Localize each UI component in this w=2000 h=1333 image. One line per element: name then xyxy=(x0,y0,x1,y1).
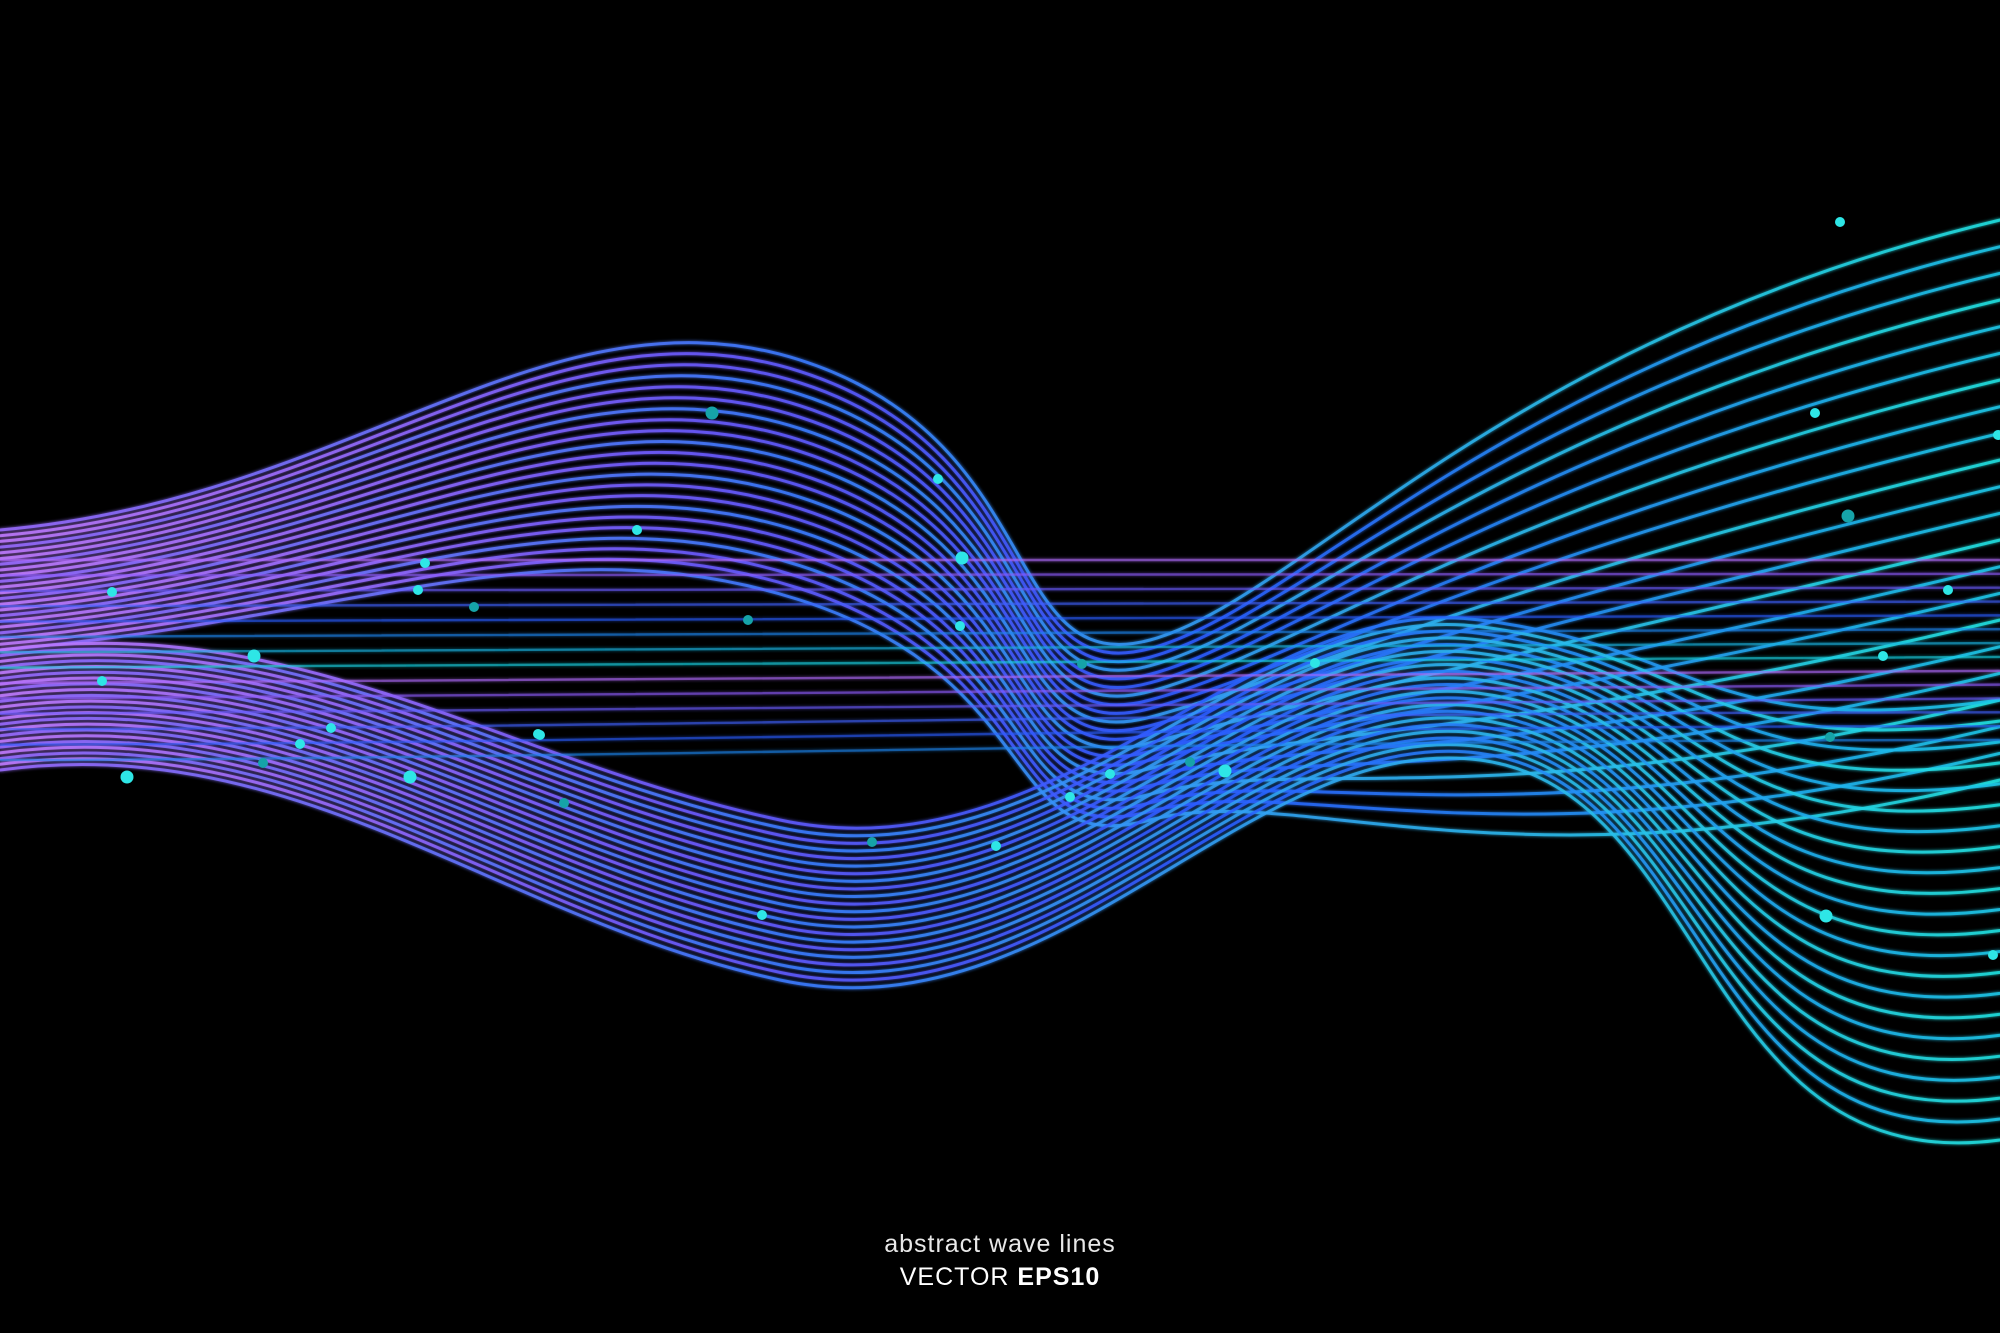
wave-line xyxy=(0,271,2000,664)
wave-line xyxy=(0,729,2000,1061)
wave-endpoint-dot xyxy=(1835,217,1845,227)
wave-line xyxy=(0,623,2000,838)
wave-endpoint-dot xyxy=(1825,732,1835,742)
wave-endpoint-dot xyxy=(1943,585,1953,595)
wave-line xyxy=(0,656,2000,876)
wave-line xyxy=(0,743,2000,1103)
wave-line xyxy=(0,683,2000,916)
wave-line xyxy=(0,440,2000,724)
wave-endpoint-dot xyxy=(1310,658,1320,668)
wave-endpoint-dot xyxy=(533,729,543,739)
wave-line xyxy=(0,716,2000,1020)
wave-line xyxy=(0,245,2000,655)
wave-line xyxy=(0,676,2000,899)
wave-endpoint-dot xyxy=(1988,950,1998,960)
wave-line xyxy=(0,600,2000,608)
wave-line xyxy=(0,378,2000,698)
wave-endpoint-dot xyxy=(469,602,479,612)
wave-line xyxy=(0,724,2000,746)
caption-subtitle-bold: EPS10 xyxy=(1017,1263,1101,1291)
caption-title: abstract wave lines xyxy=(884,1230,1116,1258)
wave-line xyxy=(0,736,2000,1082)
wave-endpoint-dot xyxy=(1065,792,1075,802)
caption-subtitle-regular: VECTOR xyxy=(899,1263,1018,1291)
wave-endpoint-dot xyxy=(420,558,430,568)
wave-endpoint-dot xyxy=(955,621,965,631)
wave-endpoint-dot xyxy=(1077,659,1087,669)
wave-endpoint-dot xyxy=(1105,769,1115,779)
wave-endpoint-dot xyxy=(743,615,753,625)
wave-endpoint-dot xyxy=(326,723,336,733)
wave-line xyxy=(0,738,2000,762)
caption: abstract wave lines VECTOR EPS10 xyxy=(0,1228,2000,1294)
wave-line xyxy=(0,756,2000,1145)
wave-line xyxy=(0,709,2000,999)
wave-endpoint-dot xyxy=(120,770,134,784)
wave-line xyxy=(0,629,2000,845)
wave-line xyxy=(0,405,2000,707)
wave-line xyxy=(0,643,2000,861)
wave-line xyxy=(0,429,2000,715)
wave-line xyxy=(0,572,2000,577)
wave-endpoint-dot xyxy=(1185,757,1195,767)
wave-endpoint-dot xyxy=(1993,430,2000,440)
wave-line xyxy=(0,557,2000,819)
caption-subtitle: VECTOR EPS10 xyxy=(0,1260,2000,1294)
wave-endpoint-dot xyxy=(705,406,719,420)
wave-line xyxy=(0,461,2000,741)
wave-lines-group xyxy=(0,218,2000,1145)
wave-endpoint-dot xyxy=(1878,651,1888,661)
wave-line xyxy=(0,472,2000,750)
wave-endpoint-dot xyxy=(1218,764,1232,778)
wave-line xyxy=(0,351,2000,690)
wave-endpoint-dot xyxy=(295,739,305,749)
wave-line xyxy=(0,749,2000,1124)
wave-endpoint-dot xyxy=(1810,408,1820,418)
wave-endpoint-dot xyxy=(258,758,268,768)
wave-line xyxy=(0,298,2000,672)
wave-line xyxy=(0,568,2000,837)
wave-line xyxy=(0,696,2000,958)
wave-endpoint-dot xyxy=(247,649,261,663)
wave-endpoint-dot xyxy=(632,525,642,535)
wave-line xyxy=(0,536,2000,802)
wave-endpoint-dot xyxy=(1819,909,1833,923)
wave-line xyxy=(0,325,2000,681)
wave-line xyxy=(0,663,2000,883)
wave-line xyxy=(0,689,2000,937)
wave-line xyxy=(0,586,2000,592)
wave-line xyxy=(0,703,2000,978)
wave-line xyxy=(0,628,2000,639)
wave-endpoint-dots xyxy=(97,217,2000,960)
wave-endpoint-dot xyxy=(559,798,569,808)
wave-line xyxy=(0,504,2000,776)
wave-line xyxy=(0,669,2000,891)
wave-endpoint-dot xyxy=(97,676,107,686)
wave-line xyxy=(0,711,2000,731)
wave-line xyxy=(0,218,2000,646)
wave-endpoint-dot xyxy=(757,910,767,920)
wave-line xyxy=(0,641,2000,654)
wave-endpoint-dot xyxy=(933,474,943,484)
wave-endpoint-dot xyxy=(1841,509,1855,523)
wave-line xyxy=(0,723,2000,1041)
wave-endpoint-dot xyxy=(413,585,423,595)
wave-endpoint-dot xyxy=(991,841,1001,851)
wave-endpoint-dot xyxy=(955,551,969,565)
wave-endpoint-dot xyxy=(867,837,877,847)
wave-endpoint-dot xyxy=(403,770,417,784)
wave-line xyxy=(0,614,2000,623)
wave-endpoint-dot xyxy=(107,587,117,597)
